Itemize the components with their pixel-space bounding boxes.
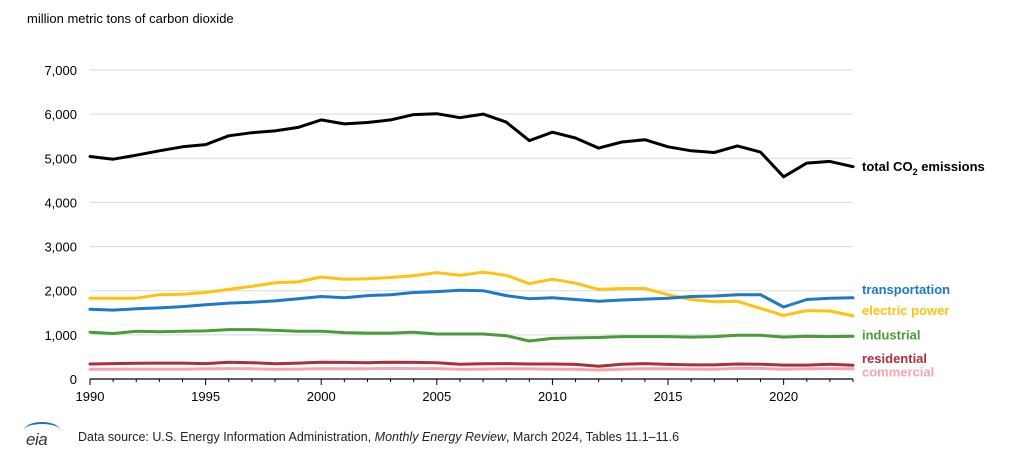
source-suffix: , March 2024, Tables 11.1–11.6 xyxy=(505,430,680,444)
source-prefix: Data source: U.S. Energy Information Adm… xyxy=(78,430,375,444)
series-label-total-co2-emissions: total CO2 emissions xyxy=(862,159,985,177)
series-line-residential xyxy=(88,360,855,368)
source-title: Monthly Energy Review xyxy=(374,430,506,444)
series-lines xyxy=(88,112,855,372)
series-label-residential: residential xyxy=(862,351,927,366)
series-line-industrial xyxy=(88,328,855,343)
y-tick-label: 1,000 xyxy=(44,328,77,343)
x-tick-label: 2015 xyxy=(654,389,683,404)
x-tick-label: 2005 xyxy=(422,389,451,404)
y-tick-label: 0 xyxy=(70,372,77,387)
series-line-transportation xyxy=(88,288,855,312)
x-tick-label: 2000 xyxy=(307,389,336,404)
y-tick-label: 2,000 xyxy=(44,284,77,299)
series-line-commercial xyxy=(88,366,855,372)
eia-logo-text: eia xyxy=(26,430,48,449)
series-label-transportation: transportation xyxy=(862,282,950,297)
series-label-industrial: industrial xyxy=(862,327,921,342)
x-tick-label: 2010 xyxy=(538,389,567,404)
series-line-electric-power xyxy=(88,270,855,318)
y-unit-label: million metric tons of carbon dioxide xyxy=(27,11,234,26)
axes: 0 1,000 2,000 3,000 4,000 5,000 6,000 7,000 1990… xyxy=(44,63,854,404)
y-tick-label: 3,000 xyxy=(44,240,77,255)
series-label-electric-power: electric power xyxy=(862,303,949,318)
x-tick-label: 1990 xyxy=(76,389,105,404)
y-tick-label: 4,000 xyxy=(44,195,77,210)
x-tick-label: 1995 xyxy=(191,389,220,404)
data-source-note: Data source: U.S. Energy Information Adm… xyxy=(78,430,679,444)
eia-swoosh-icon xyxy=(24,422,60,438)
y-tick-label: 7,000 xyxy=(44,63,77,78)
footer: eia Data source: U.S. Energy Information… xyxy=(24,422,679,449)
y-tick-label: 6,000 xyxy=(44,107,77,122)
series-line-total-co2-emissions xyxy=(88,112,855,179)
eia-logo[interactable]: eia xyxy=(24,422,64,449)
x-tick-label: 2020 xyxy=(769,389,798,404)
y-tick-label: 5,000 xyxy=(44,151,77,166)
series-label-commercial: commercial xyxy=(862,364,934,379)
